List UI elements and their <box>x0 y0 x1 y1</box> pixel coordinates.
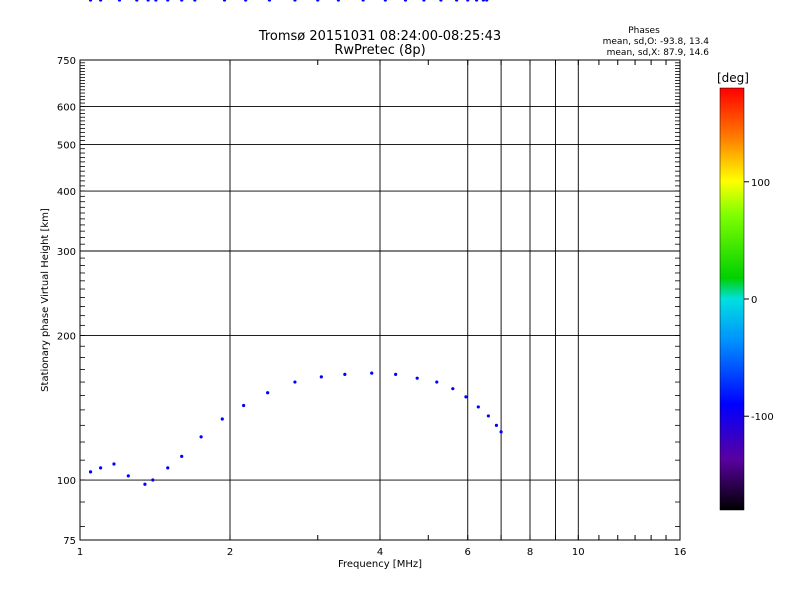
data-point <box>435 380 439 384</box>
data-point <box>151 478 155 482</box>
data-point <box>464 395 468 399</box>
data-point <box>266 391 270 395</box>
data-point <box>166 0 170 2</box>
data-point <box>180 0 184 2</box>
data-point <box>361 0 365 2</box>
colorbar-tick-label: -100 <box>751 412 774 423</box>
y-tick-label: 400 <box>57 187 76 198</box>
data-point <box>422 0 426 2</box>
data-point <box>383 0 387 2</box>
phase-stats-x: mean, sd,X: 87.9, 14.6 <box>607 48 710 58</box>
data-point <box>293 380 297 384</box>
data-point <box>88 470 93 474</box>
data-point <box>316 0 320 2</box>
data-point <box>486 414 490 418</box>
data-point <box>370 371 374 375</box>
x-tick-label: 8 <box>527 547 533 558</box>
y-tick-label: 75 <box>63 536 76 547</box>
data-point <box>99 466 103 470</box>
data-point <box>180 454 184 459</box>
data-point <box>146 0 150 2</box>
data-point <box>485 0 489 2</box>
data-point <box>415 376 419 380</box>
x-axis-label: Frequency [MHz] <box>338 559 422 570</box>
x-tick-label: 4 <box>377 547 383 558</box>
colorbar-label: [deg] <box>717 71 749 85</box>
data-point <box>336 0 340 2</box>
data-point <box>135 0 139 2</box>
x-tick-label: 1 <box>77 547 83 558</box>
data-point <box>126 474 130 478</box>
data-point <box>499 430 503 434</box>
data-points <box>88 0 503 486</box>
y-tick-label: 750 <box>57 56 76 67</box>
data-point <box>343 372 347 376</box>
colorbar <box>719 87 745 511</box>
x-tick-label: 16 <box>674 547 687 558</box>
data-point <box>439 0 443 2</box>
data-point <box>394 372 398 376</box>
y-tick-label: 300 <box>57 247 76 258</box>
data-point <box>222 0 227 2</box>
y-axis-label: Stationary phase Virtual Height [km] <box>40 208 51 392</box>
x-tick-label: 6 <box>465 547 471 558</box>
data-point <box>99 0 103 2</box>
y-tick-label: 100 <box>57 476 76 487</box>
data-point <box>466 0 470 2</box>
phase-stats-o: mean, sd,O: -93.8, 13.4 <box>603 37 710 47</box>
data-point <box>476 405 480 409</box>
data-point <box>88 0 93 2</box>
data-point <box>494 423 499 427</box>
data-point <box>293 0 297 2</box>
data-point <box>244 0 248 2</box>
grid <box>80 60 680 540</box>
chart-title: Tromsø 20151031 08:24:00-08:25:43 <box>258 29 501 44</box>
data-point <box>193 0 197 2</box>
data-point <box>403 0 408 2</box>
y-axis-ticks: 75 100 200 300 400 500 600 750 <box>57 56 680 547</box>
phase-stats-heading: Phases <box>628 26 660 36</box>
data-point <box>451 387 455 391</box>
data-point <box>220 417 224 421</box>
data-point <box>117 0 122 2</box>
data-point <box>267 0 272 2</box>
y-tick-label: 500 <box>57 141 76 152</box>
colorbar-tick-label: 0 <box>751 295 757 306</box>
data-point <box>166 466 170 470</box>
chart-subtitle: RwPretec (8p) <box>334 43 425 58</box>
data-point <box>143 482 147 486</box>
y-tick-label: 600 <box>57 103 76 114</box>
data-point <box>481 0 485 2</box>
data-point <box>154 0 158 2</box>
data-point <box>242 403 246 408</box>
x-axis-ticks: 1 2 4 6 8 10 16 <box>77 60 687 558</box>
colorbar-tick-label: 100 <box>751 178 770 189</box>
colorbar-ticks: 100 0 -100 <box>744 178 774 423</box>
x-tick-label: 10 <box>572 547 585 558</box>
data-point <box>474 0 479 2</box>
data-point <box>199 435 203 439</box>
data-point <box>112 462 116 466</box>
data-point <box>319 375 323 379</box>
y-tick-label: 200 <box>57 332 76 343</box>
data-point <box>455 0 459 2</box>
x-tick-label: 2 <box>227 547 233 558</box>
